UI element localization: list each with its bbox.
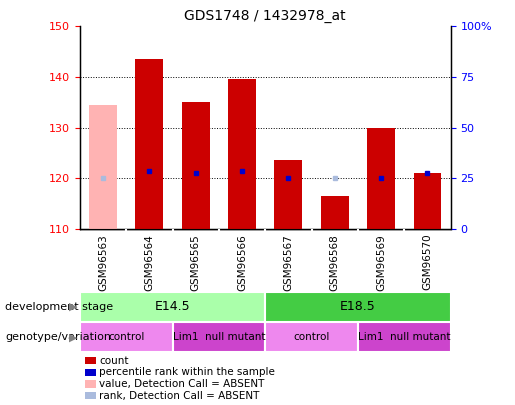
Text: count: count bbox=[99, 356, 128, 366]
Text: GSM96567: GSM96567 bbox=[283, 234, 294, 291]
Bar bbox=[80, 292, 265, 322]
Text: percentile rank within the sample: percentile rank within the sample bbox=[99, 367, 275, 377]
Text: E14.5: E14.5 bbox=[154, 300, 191, 313]
Text: Lim1  null mutant: Lim1 null mutant bbox=[173, 332, 265, 342]
Bar bbox=[173, 322, 265, 352]
Title: GDS1748 / 1432978_at: GDS1748 / 1432978_at bbox=[184, 9, 346, 23]
Bar bbox=[182, 102, 210, 229]
Bar bbox=[89, 105, 117, 229]
Bar bbox=[414, 173, 441, 229]
Text: GSM96569: GSM96569 bbox=[376, 234, 386, 291]
Text: E18.5: E18.5 bbox=[340, 300, 376, 313]
Text: rank, Detection Call = ABSENT: rank, Detection Call = ABSENT bbox=[99, 391, 259, 401]
Text: GSM96568: GSM96568 bbox=[330, 234, 340, 291]
Text: control: control bbox=[294, 332, 330, 342]
Text: Lim1  null mutant: Lim1 null mutant bbox=[358, 332, 451, 342]
Text: genotype/variation: genotype/variation bbox=[5, 332, 111, 342]
Bar bbox=[265, 322, 358, 352]
Text: development stage: development stage bbox=[5, 302, 113, 312]
Text: GSM96566: GSM96566 bbox=[237, 234, 247, 291]
Bar bbox=[321, 196, 349, 229]
Bar bbox=[80, 322, 173, 352]
Text: GSM96570: GSM96570 bbox=[422, 234, 433, 290]
Bar bbox=[135, 59, 163, 229]
Bar bbox=[228, 79, 256, 229]
Text: ▶: ▶ bbox=[70, 332, 78, 342]
Text: GSM96563: GSM96563 bbox=[98, 234, 108, 291]
Text: control: control bbox=[108, 332, 144, 342]
Bar bbox=[367, 128, 395, 229]
Bar bbox=[265, 292, 451, 322]
Text: GSM96565: GSM96565 bbox=[191, 234, 201, 291]
Bar bbox=[274, 160, 302, 229]
Text: ▶: ▶ bbox=[70, 302, 78, 312]
Text: GSM96564: GSM96564 bbox=[144, 234, 154, 291]
Text: value, Detection Call = ABSENT: value, Detection Call = ABSENT bbox=[99, 379, 264, 389]
Bar bbox=[358, 322, 451, 352]
